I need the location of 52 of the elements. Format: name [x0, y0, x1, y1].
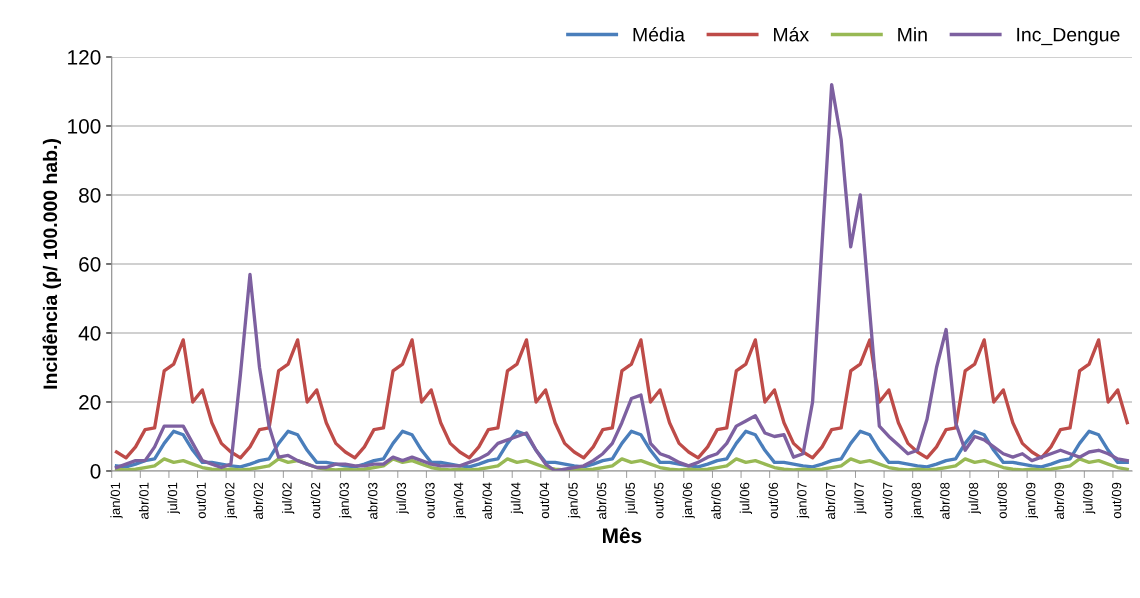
- x-tick-label: jul/07: [854, 482, 867, 514]
- x-tick-label: out/06: [768, 482, 778, 519]
- x-tick-label: out/04: [539, 482, 550, 519]
- x-tick-label: jul/09: [1082, 482, 1096, 514]
- y-tick-label: 0: [90, 463, 101, 479]
- x-tick-label: jul/01: [167, 482, 180, 514]
- x-tick-label: abr/01: [138, 482, 149, 519]
- x-tick-label: abr/02: [253, 482, 264, 519]
- x-tick-label: jul/03: [396, 482, 409, 514]
- x-tick-label: out/07: [882, 482, 893, 519]
- x-tick-label: jul/08: [968, 482, 981, 514]
- y-tick-label: 40: [78, 325, 101, 341]
- x-tick-label: jan/04: [453, 482, 466, 519]
- legend-label: Min: [898, 27, 927, 42]
- x-tick-label: out/09: [1111, 482, 1122, 519]
- x-tick-label: jul/02: [281, 482, 295, 514]
- x-tick-label: out/02: [310, 482, 321, 519]
- x-tick-label: abr/06: [711, 482, 721, 519]
- legend-label: Média: [633, 26, 685, 42]
- x-tick-label: jan/01: [110, 482, 123, 519]
- x-tick-label: out/01: [196, 482, 206, 519]
- x-tick-label: abr/08: [939, 482, 950, 519]
- x-axis-title: Mês: [603, 527, 642, 544]
- line-series: [114, 82, 1129, 471]
- x-tick-label: out/08: [997, 482, 1007, 519]
- x-tick-label: jul/06: [739, 482, 752, 514]
- x-tick-label: out/03: [425, 482, 435, 519]
- legend-label: Máx: [774, 26, 809, 42]
- x-tick-label: jul/04: [510, 482, 524, 514]
- y-tick-label: 80: [79, 187, 101, 203]
- x-tick-label: abr/07: [825, 482, 836, 519]
- x-tick-label: jan/02: [224, 482, 238, 519]
- line-series: [114, 338, 1129, 460]
- line-series: [114, 457, 1129, 471]
- x-tick-label: jul/05: [625, 482, 638, 514]
- y-tick-label: 20: [79, 394, 101, 410]
- x-tick-label: abr/05: [596, 482, 607, 519]
- x-tick-label: jan/05: [568, 482, 581, 519]
- x-tick-label: jan/06: [682, 482, 695, 519]
- y-tick-label: 100: [68, 118, 101, 134]
- x-tick-label: abr/04: [482, 482, 492, 519]
- x-tick-label: abr/03: [367, 482, 378, 519]
- legend-label: Inc_Dengue: [1017, 27, 1120, 46]
- y-axis-title: Incidência (p/ 100.000 hab.): [42, 139, 61, 389]
- x-tick-label: out/05: [653, 482, 664, 519]
- x-tick-label: jan/09: [1025, 482, 1039, 519]
- x-tick-label: abr/09: [1054, 482, 1065, 519]
- x-tick-label: jan/03: [339, 482, 352, 519]
- y-tick-label: 60: [79, 256, 101, 272]
- x-tick-label: jan/08: [911, 482, 924, 519]
- y-tick-label: 120: [68, 49, 101, 65]
- x-tick-label: jan/07: [796, 482, 810, 519]
